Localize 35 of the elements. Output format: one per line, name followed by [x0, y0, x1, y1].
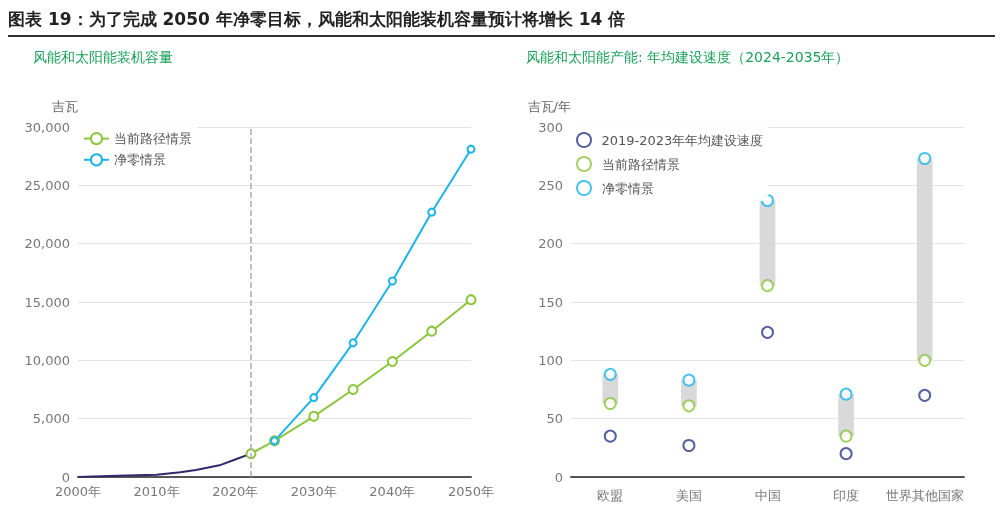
y-tick-label: 200: [538, 236, 563, 252]
y-tick-label: 15,000: [24, 294, 70, 310]
y-tick-label: 150: [538, 294, 563, 310]
legend-label: 净零情景: [601, 180, 654, 196]
x-tick-label: 印度: [833, 488, 860, 503]
x-tick-label: 中国: [754, 488, 781, 503]
y-tick-label: 100: [538, 352, 563, 368]
x-tick-label: 2000年: [54, 484, 102, 499]
y-tick-label: 250: [538, 177, 563, 193]
x-tick-label: 2020年: [212, 484, 259, 499]
x-tick-label: 世界其他国家: [885, 488, 964, 503]
chart-title: 风能和太阳能产能: 年均建设速度（2024-2035年）: [526, 49, 850, 65]
x-tick-label: 2030年: [290, 484, 337, 499]
y-tick-label: 25,000: [24, 177, 70, 193]
legend-label: 当前路径情景: [601, 156, 680, 172]
x-tick-label: 欧盟: [597, 488, 624, 503]
y-tick-label: 0: [61, 469, 70, 485]
legend-label: 2019-2023年年均建设速度: [601, 132, 764, 148]
y-axis-title: 吉瓦/年: [527, 99, 571, 114]
y-tick-label: 5,000: [32, 411, 70, 427]
legend-label: 净零情景: [114, 152, 166, 168]
y-axis-title: 吉瓦: [52, 99, 78, 114]
chart-title: 图表 19：为了完成 2050 年净零目标，风能和太阳能装机容量预计将增长 14 倍: [8, 8, 995, 37]
legend-label: 当前路径情景: [114, 131, 192, 147]
x-tick-label: 2010年: [133, 484, 180, 499]
y-tick-label: 50: [546, 411, 563, 427]
y-tick-label: 20,000: [24, 236, 70, 252]
y-tick-label: 300: [538, 119, 563, 135]
x-tick-label: 2050年: [447, 484, 495, 499]
y-tick-label: 10,000: [24, 352, 70, 368]
y-tick-label: 0: [554, 469, 563, 485]
x-tick-label: 2040年: [369, 484, 416, 499]
y-tick-label: 30,000: [24, 119, 70, 135]
chart-subtitle: 风能和太阳能装机容量: [33, 49, 173, 65]
x-tick-label: 美国: [675, 488, 702, 503]
